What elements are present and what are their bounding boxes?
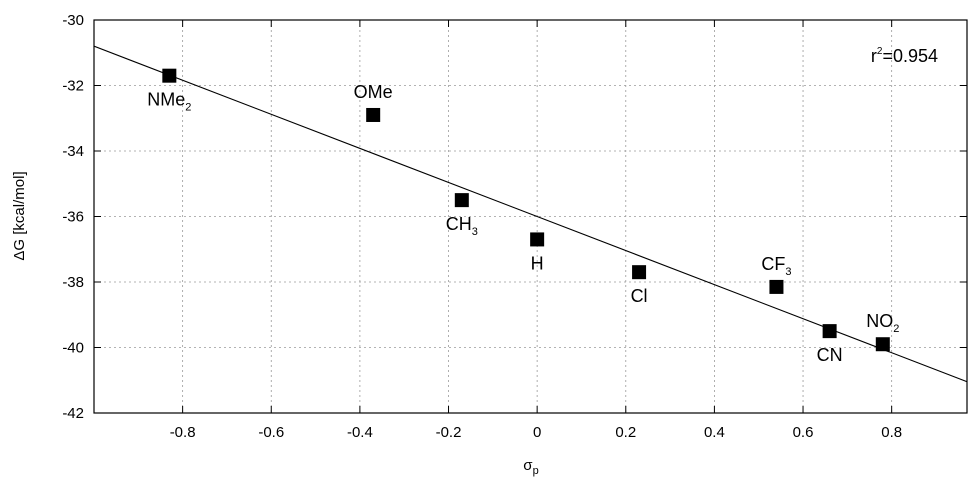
x-tick-label: 0.8: [881, 424, 902, 441]
data-point-cf3: [769, 279, 784, 294]
data-points: [162, 68, 890, 352]
data-point-no2: [875, 337, 890, 352]
y-tick-label: -36: [62, 209, 84, 226]
point-label-main: H: [531, 253, 544, 273]
x-axis-label-sub: p: [533, 465, 539, 477]
point-label-cn: CN: [817, 345, 843, 365]
y-tick-label: -30: [62, 12, 84, 29]
x-tick-label: 0.4: [704, 424, 725, 441]
point-label-no2: NO2: [866, 311, 899, 335]
x-tick-label: -0.8: [170, 424, 196, 441]
point-label-subscript: 2: [185, 102, 191, 114]
x-axis-label-main: σ: [523, 457, 533, 474]
fit-line-group: [94, 45, 967, 383]
point-label-h: H: [531, 253, 544, 273]
y-tick-label: -40: [62, 340, 84, 357]
point-label-subscript: 3: [785, 266, 791, 278]
point-label-nme2: NMe2: [147, 90, 191, 114]
y-tick-label: -32: [62, 78, 84, 95]
y-tick-label: -42: [62, 405, 84, 422]
point-label-cl: Cl: [631, 286, 648, 306]
data-point-cl: [632, 265, 647, 280]
data-point-cn: [822, 324, 837, 339]
point-label-main: NO: [866, 311, 893, 331]
x-tick-label: -0.4: [347, 424, 373, 441]
point-label-subscript: 2: [893, 323, 899, 335]
point-label-subscript: 3: [472, 226, 478, 238]
x-tick-label: 0.2: [615, 424, 636, 441]
x-axis-label: σp: [523, 457, 538, 477]
fit-line: [94, 45, 967, 383]
r-squared-main: r: [871, 46, 877, 66]
y-axis-label: ΔG [kcal/mol]: [11, 171, 28, 260]
data-point-nme2: [162, 68, 177, 83]
data-point-ome: [366, 107, 381, 122]
point-label-main: CN: [817, 345, 843, 365]
data-point-h: [530, 232, 545, 247]
r-squared-sup: 2: [877, 46, 883, 57]
x-tick-label: 0: [533, 424, 541, 441]
point-label-ch3: CH3: [446, 214, 478, 238]
point-label-main: CH: [446, 214, 472, 234]
axis-ticks: -0.8 -0.6 -0.4 -0.2 0 0.2 0.4 0.6 0.8 -42 -40 -38 -3…: [62, 12, 967, 441]
r-squared-annotation: r2=0.954: [871, 46, 938, 66]
point-label-main: OMe: [354, 82, 393, 102]
point-label-cf3: CF3: [761, 254, 791, 278]
point-label-main: CF: [761, 254, 785, 274]
x-tick-label: 0.6: [793, 424, 814, 441]
point-label-ome: OMe: [354, 82, 393, 102]
grid-lines: [94, 20, 967, 413]
point-label-main: NMe: [147, 90, 185, 110]
y-tick-label: -34: [62, 143, 84, 160]
point-label-main: Cl: [631, 286, 648, 306]
y-tick-label: -38: [62, 274, 84, 291]
r-squared-rest: =0.954: [882, 46, 938, 66]
data-point-ch3: [454, 193, 469, 208]
x-tick-label: -0.2: [436, 424, 462, 441]
x-tick-label: -0.6: [258, 424, 284, 441]
